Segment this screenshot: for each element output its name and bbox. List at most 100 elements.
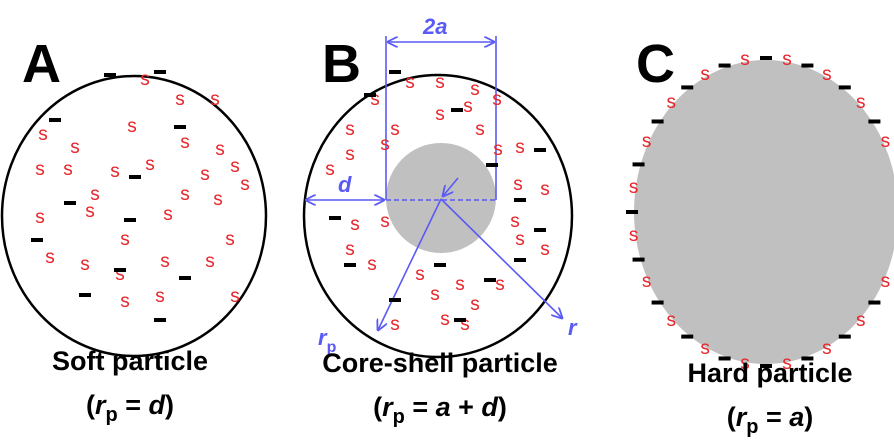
fixed-charge: [681, 85, 693, 89]
counterion: s: [345, 239, 355, 260]
fixed-charge: [760, 56, 772, 60]
formula-part: =: [758, 402, 789, 432]
counterion: s: [435, 104, 445, 125]
counterion: s: [80, 254, 90, 275]
fixed-charge: [801, 64, 813, 68]
fixed-charge: [681, 335, 693, 339]
counterion: s: [463, 96, 473, 117]
fixed-charge: [154, 70, 166, 74]
counterion: s: [822, 64, 832, 85]
fixed-charge: [344, 263, 356, 267]
counterion: s: [642, 131, 652, 152]
fixed-charge: [154, 318, 166, 322]
counterion: s: [629, 225, 639, 246]
fixed-charge: [652, 301, 664, 305]
formula-part: p: [393, 406, 405, 428]
counterion: s: [700, 338, 710, 359]
r-label: r: [568, 315, 578, 340]
formula-part: (: [373, 392, 382, 422]
counterion: s: [140, 69, 150, 90]
fixed-charge: [534, 148, 546, 152]
formula-part: =: [118, 390, 149, 420]
counterion: s: [367, 254, 377, 275]
counterion: s: [782, 49, 792, 70]
counterion: s: [515, 137, 525, 158]
fixed-charge: [626, 210, 638, 214]
fixed-charge: [104, 73, 116, 77]
counterion: s: [666, 92, 676, 113]
counterion: s: [430, 284, 440, 305]
counterion: s: [38, 124, 48, 145]
counterion: s: [230, 156, 240, 177]
fixed-charge: [179, 276, 191, 280]
fixed-charge: [633, 258, 645, 262]
counterion: s: [470, 294, 480, 315]
counterion: s: [629, 177, 639, 198]
fixed-charge: [434, 263, 446, 267]
fixed-charge: [486, 163, 498, 167]
fixed-charge: [129, 175, 141, 179]
counterion: s: [540, 239, 550, 260]
fixed-charge: [534, 228, 546, 232]
fixed-charge: [64, 201, 76, 205]
counterion: s: [210, 89, 220, 110]
fixed-charge: [389, 298, 401, 302]
fixed-charge: [114, 268, 126, 272]
counterion: s: [35, 159, 45, 180]
counterion: s: [740, 49, 750, 70]
counterion: s: [881, 131, 891, 152]
formula-part: =: [405, 392, 436, 422]
counterion: s: [405, 72, 415, 93]
counterion: s: [180, 184, 190, 205]
counterion: s: [666, 310, 676, 331]
formula-part: p: [746, 416, 758, 438]
counterion: s: [163, 204, 173, 225]
counterion: s: [380, 211, 390, 232]
counterion: s: [856, 92, 866, 113]
counterion: s: [160, 251, 170, 272]
formula-part: ): [498, 392, 507, 422]
formula-part: p: [106, 404, 118, 426]
formula-part: (: [86, 390, 95, 420]
counterion: s: [175, 89, 185, 110]
counterion: s: [350, 214, 360, 235]
counterion: s: [155, 286, 165, 307]
fixed-charge: [454, 318, 466, 322]
fixed-charge: [514, 258, 526, 262]
counterion: s: [85, 201, 95, 222]
fixed-charge: [124, 218, 136, 222]
formula-part: a: [789, 402, 804, 432]
counterion: s: [145, 154, 155, 175]
formula-part: (: [727, 402, 736, 432]
counterion: s: [345, 144, 355, 165]
counterion: s: [380, 134, 390, 155]
formula: (rp = a): [727, 402, 814, 438]
fixed-charge: [633, 162, 645, 166]
panel-letter: B: [322, 34, 361, 94]
counterion: s: [435, 72, 445, 93]
panel-letter: C: [636, 34, 675, 94]
fixed-charge: [719, 64, 731, 68]
formula: (rp = d): [86, 390, 174, 426]
counterion: s: [390, 119, 400, 140]
counterion: s: [205, 251, 215, 272]
counterion: s: [390, 314, 400, 335]
fixed-charge: [868, 119, 880, 123]
caption: Hard particle: [687, 358, 852, 388]
shell-label: d: [338, 172, 352, 197]
counterion: s: [127, 116, 137, 137]
formula-part: d: [481, 392, 498, 422]
counterion: s: [822, 338, 832, 359]
fixed-charge: [329, 216, 341, 220]
counterion: s: [495, 274, 505, 295]
counterion: s: [700, 64, 710, 85]
counterion: s: [225, 229, 235, 250]
fixed-charge: [389, 70, 401, 74]
counterion: s: [515, 229, 525, 250]
formula-part: a: [436, 392, 451, 422]
counterion: s: [215, 139, 225, 160]
fixed-charge: [514, 198, 526, 202]
counterion: s: [70, 137, 80, 158]
counterion: s: [63, 159, 73, 180]
counterion: s: [240, 174, 250, 195]
